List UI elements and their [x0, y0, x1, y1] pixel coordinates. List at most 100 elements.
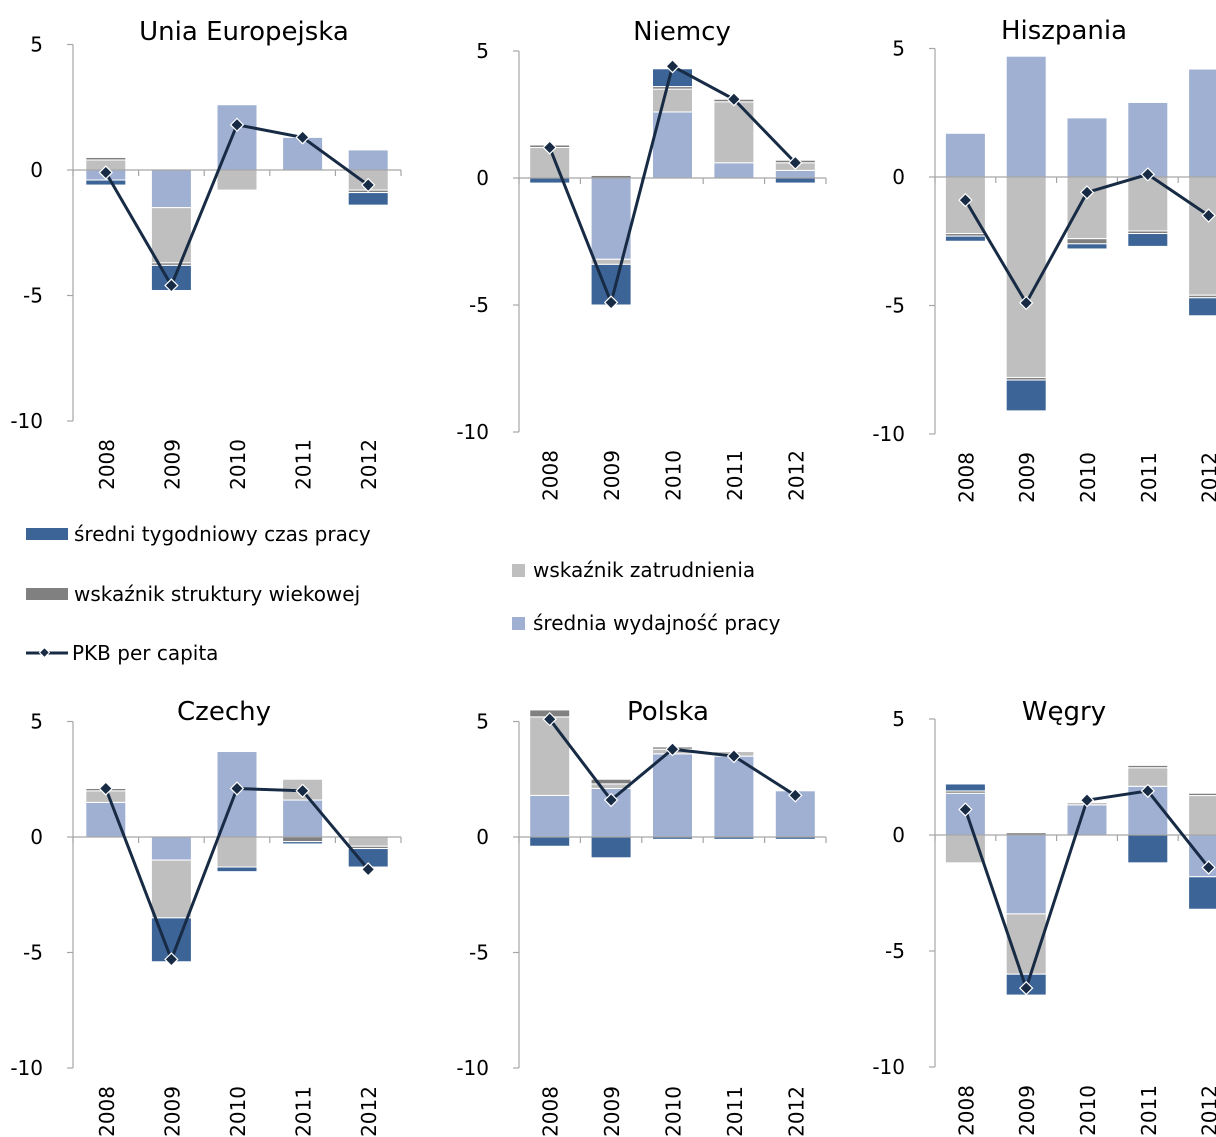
panel-4-x-label-2008: 2008 [95, 1086, 119, 1137]
panel-2-x-label-2011: 2011 [723, 450, 747, 501]
panel-6-x-label-2011: 2011 [1137, 1085, 1161, 1136]
panel-4-point-gdp-2009 [164, 952, 179, 967]
panel-1-point-gdp-2010 [229, 117, 245, 133]
panel-3-x-label-2010: 2010 [1076, 452, 1100, 503]
panel-3-bar-hours-2011 [1127, 233, 1169, 247]
legend-line-gdp-icon [26, 646, 68, 659]
panel-1-point-gdp-2009 [164, 278, 179, 293]
panel-6-bar-emp-2012 [1188, 795, 1216, 836]
panel-5-point-gdp-2010 [665, 742, 680, 757]
panel-4-bar-emp-2009 [150, 859, 192, 919]
panel-6-bar-age-2012 [1188, 792, 1216, 797]
panel-3-point-gdp-2011 [1140, 167, 1156, 182]
panel-4-y-tick-label: 0 [30, 825, 43, 849]
legend-item-emp: wskaźnik zatrudnienia [512, 558, 755, 582]
panel-4-point-gdp-2012 [360, 862, 376, 877]
panel-4-point-gdp-2010 [229, 781, 245, 796]
panel-2-bar-hours-2012 [774, 177, 816, 184]
panel-5-y-tick-label: 0 [476, 825, 489, 849]
panel-2-title: Niemcy [633, 17, 731, 47]
panel-6-y-tick-label: -5 [885, 939, 905, 963]
panel-1-x-label-2008: 2008 [95, 439, 119, 490]
legend-swatch-age [26, 588, 68, 600]
panel-3-point-gdp-2010 [1079, 185, 1095, 200]
panel-3-bar-prod-2010 [1066, 117, 1108, 178]
panel-2-x-label-2010: 2010 [662, 450, 686, 501]
panel-1-bar-hours-2012 [347, 192, 389, 206]
legend-swatch-prod [512, 616, 525, 630]
panel-3-y-tick-label: -10 [872, 422, 905, 446]
panel-5-bar-prod-2011 [713, 755, 755, 838]
panel-5-x-label-2010: 2010 [662, 1086, 686, 1137]
panel-1-y-tick-label: -10 [10, 409, 43, 433]
panel-4-point-gdp-2008 [98, 781, 114, 796]
legend-item-hours: średni tygodniowy czas pracy [26, 522, 371, 546]
panel-2-y-tick-label: 5 [476, 39, 489, 63]
panel-4-x-label-2012: 2012 [357, 1086, 381, 1137]
panel-3-bar-emp-2012 [1188, 176, 1216, 296]
panel-5-bar-prod-2010 [652, 753, 693, 838]
panel-5-title: Polska [627, 697, 709, 727]
panel-4-bar-prod-2009 [150, 836, 192, 861]
panel-6-x-label-2012: 2012 [1198, 1085, 1216, 1136]
panel-2-point-gdp-2008 [542, 140, 557, 155]
legend-swatch-hours [26, 528, 68, 540]
panel-3-bar-prod-2008 [944, 132, 986, 178]
panel-2-bar-emp-2010 [652, 88, 693, 113]
panel-3-bar-hours-2012 [1188, 297, 1216, 317]
panel-5-point-gdp-2012 [788, 788, 803, 803]
panel-3-y-tick-label: 5 [892, 37, 905, 61]
legend-item-age: wskaźnik struktury wiekowej [26, 582, 360, 606]
panel-6-x-label-2010: 2010 [1076, 1085, 1100, 1136]
legend-label-prod: średnia wydajność pracy [533, 611, 781, 635]
panel-2-bar-prod-2012 [774, 169, 816, 179]
panel-3-bar-prod-2011 [1127, 101, 1169, 178]
panel-6-bar-prod-2009 [1005, 834, 1047, 915]
panel-6-x-label-2008: 2008 [954, 1085, 978, 1136]
panel-2-y-tick-label: 0 [476, 166, 489, 190]
panel-5-x-label-2012: 2012 [784, 1086, 808, 1137]
panel-6-y-tick-label: -10 [872, 1055, 905, 1079]
panel-6-y-tick-label: 5 [892, 707, 905, 731]
panel-5-point-gdp-2008 [542, 711, 557, 727]
panel-5-y-tick-label: 5 [476, 710, 489, 734]
panel-1-point-gdp-2011 [295, 130, 310, 145]
panel-3-point-gdp-2009 [1018, 295, 1034, 311]
legend-swatch-emp [512, 563, 525, 577]
panel-6-point-gdp-2012 [1201, 860, 1216, 875]
legend-item-gdp: PKB per capita [26, 641, 218, 665]
legend-item-prod: średnia wydajność pracy [512, 611, 780, 635]
panel-4-title: Czechy [177, 697, 271, 727]
panel-3-title: Hiszpania [1001, 16, 1127, 46]
panel-4-y-tick-label: -10 [10, 1056, 43, 1080]
panel-5-point-gdp-2009 [603, 792, 619, 808]
panel-1-y-tick-label: 0 [30, 158, 43, 182]
panel-6-title: Węgry [1022, 697, 1106, 727]
panel-3-y-tick-label: -5 [885, 294, 905, 318]
panel-3-y-tick-label: 0 [892, 165, 905, 189]
panel-4-point-gdp-2011 [295, 783, 310, 799]
panel-5-x-label-2009: 2009 [600, 1086, 624, 1137]
panel-4-bar-age-2011 [282, 836, 324, 843]
panel-4-bar-prod-2008 [85, 801, 127, 838]
panel-2-point-gdp-2010 [665, 59, 680, 74]
panel-3-bar-prod-2009 [1005, 55, 1047, 178]
panel-2-point-gdp-2011 [726, 92, 742, 107]
panel-2-x-label-2012: 2012 [784, 450, 808, 501]
panel-5-x-label-2011: 2011 [723, 1086, 747, 1137]
panel-2-x-label-2009: 2009 [600, 450, 624, 501]
panel-4-bar-hours-2010 [216, 866, 258, 873]
panel-3-bar-hours-2009 [1005, 379, 1047, 412]
panel-1-y-tick-label: -5 [23, 284, 43, 308]
panel-4-y-tick-label: 5 [30, 710, 43, 734]
panel-4-y-tick-label: -5 [23, 941, 43, 965]
panel-6-y-tick-label: 0 [892, 823, 905, 847]
panel-4-x-label-2011: 2011 [292, 1086, 316, 1137]
panel-2-point-gdp-2009 [603, 295, 619, 310]
panel-6-point-gdp-2009 [1018, 980, 1034, 996]
panel-6-bar-emp-2011 [1127, 767, 1169, 787]
panel-4-bar-emp-2010 [216, 836, 258, 868]
panel-1-point-gdp-2012 [360, 177, 376, 193]
panel-3-point-gdp-2008 [958, 192, 973, 208]
panel-5-point-gdp-2011 [726, 748, 742, 764]
